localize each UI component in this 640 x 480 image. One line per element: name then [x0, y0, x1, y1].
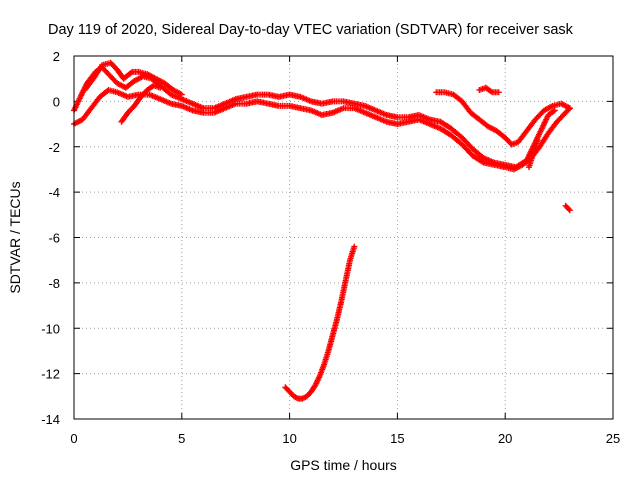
y-axis-label: SDTVAR / TECUs	[7, 181, 23, 293]
series-afternoon-branch	[433, 89, 573, 148]
series-outlier-23h	[562, 202, 573, 214]
y-tick-label: -6	[48, 231, 60, 246]
x-tick-label: 0	[70, 431, 77, 446]
y-tick-label: 2	[53, 49, 60, 64]
data-point	[566, 105, 573, 112]
data-point	[487, 88, 494, 95]
plot-frame	[73, 55, 614, 420]
data-point	[565, 206, 572, 213]
y-tick-label: -14	[41, 412, 60, 427]
data-point	[479, 158, 486, 165]
data-point	[495, 89, 502, 96]
series-negative-arc	[282, 243, 358, 402]
x-tick-label: 10	[282, 431, 296, 446]
y-tick-label: -4	[48, 185, 60, 200]
series-branch-19h	[476, 84, 502, 96]
series-tail-21h	[525, 136, 541, 171]
series-main-band-a	[71, 64, 558, 171]
data-points	[71, 59, 573, 402]
series-dip-branch	[118, 82, 164, 125]
y-tick-label: -2	[48, 140, 60, 155]
data-point	[566, 207, 573, 214]
x-tick-label: 15	[390, 431, 404, 446]
chart-title: Day 119 of 2020, Sidereal Day-to-day VTE…	[48, 22, 574, 38]
y-tick-label: -10	[41, 321, 60, 336]
x-tick-label: 5	[178, 431, 185, 446]
data-point	[127, 69, 134, 76]
y-tick-label: 0	[53, 94, 60, 109]
y-tick-label: -8	[48, 276, 60, 291]
data-point	[178, 91, 185, 98]
x-tick-label: 25	[606, 431, 620, 446]
series-upper-branch	[81, 59, 185, 98]
data-point	[157, 84, 164, 91]
x-axis-label: GPS time / hours	[290, 457, 397, 473]
x-tick-label: 20	[498, 431, 512, 446]
data-point	[550, 108, 557, 115]
data-point	[534, 136, 541, 143]
data-point	[351, 243, 358, 250]
y-tick-label: -12	[41, 367, 60, 382]
